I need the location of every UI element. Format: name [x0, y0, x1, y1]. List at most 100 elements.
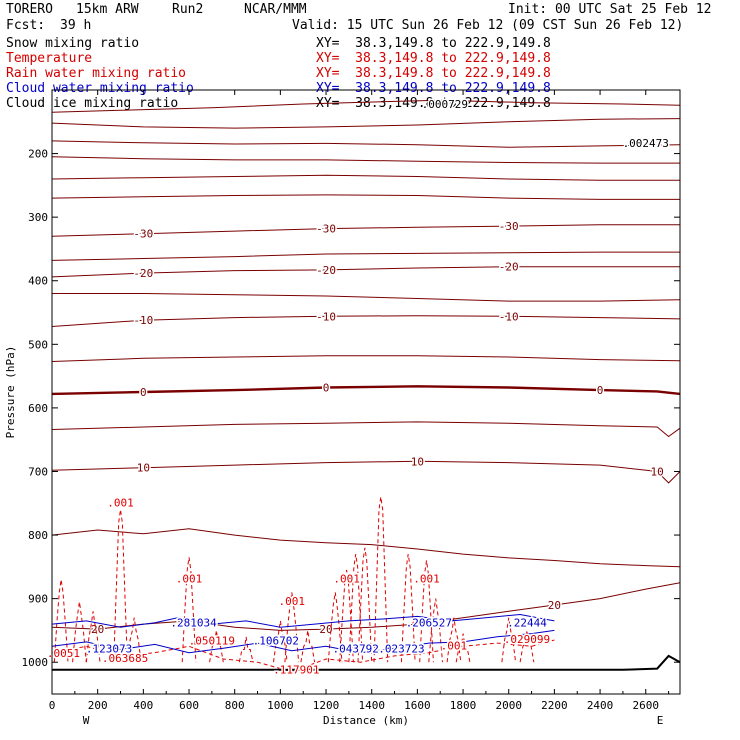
temperature-label-14-0: 10	[137, 462, 150, 475]
cloud-water-max-label-0: .281034	[170, 617, 217, 630]
rain-max-label-5: .001	[441, 639, 468, 652]
y-axis-label: Pressure (hPa)	[4, 346, 17, 439]
x-axis-label: Distance (km)	[323, 714, 409, 727]
temperature-contour-5	[51, 194, 680, 200]
rain-max-label-7: .063685	[102, 652, 148, 665]
ground-line	[52, 654, 681, 671]
y-tick-label-4: 600	[28, 402, 48, 415]
x-tick-label-5: 1000	[267, 699, 294, 712]
rain-max-label-8: .117901	[273, 664, 319, 677]
rain-contour-6	[209, 630, 224, 663]
rain-max-label-2: .001	[279, 595, 306, 608]
field-label-cloud-ice: Cloud ice mixing ratio	[6, 96, 179, 111]
rain-contour-14	[357, 547, 373, 663]
header-fcst-label: Fcst:	[6, 18, 46, 33]
x-tick-label-11: 2200	[541, 699, 568, 712]
temperature-label-10-0: -10	[133, 314, 153, 327]
field-label-snow: Snow mixing ratio	[6, 36, 140, 51]
cloud-water-max-label-7: .002473	[623, 137, 669, 150]
rain-max-label-4: .001	[413, 573, 440, 586]
temperature-contours: -30 -30 -30 -20 -20 -20 -10 -10 -10 0 0 0 10 10 10 20 20…	[51, 99, 681, 638]
field-label-temperature: Temperature	[6, 51, 93, 66]
x-tick-label-0: 0	[49, 699, 56, 712]
temperature-contour-4	[51, 174, 680, 181]
x-tick-label-9: 1800	[450, 699, 477, 712]
rain-contour-5	[181, 557, 197, 663]
header-fcst-value: 39 h	[60, 18, 92, 33]
temperature-label-6-1: -30	[316, 223, 336, 236]
cloud-water-contour-1	[51, 629, 555, 654]
rain-contour-22	[519, 630, 535, 663]
field-label-rain: Rain water mixing ratio	[6, 66, 187, 81]
rain-contour-20	[455, 633, 471, 663]
rain-contour-17	[419, 560, 434, 663]
x-tick-label-8: 1600	[404, 699, 431, 712]
x-tick-label-7: 1400	[358, 699, 385, 712]
rain-max-label-0: .001	[107, 496, 134, 509]
rain-contour-13	[348, 554, 364, 663]
rain-contour-7	[238, 636, 254, 663]
rain-max-label-10: .0051	[47, 647, 80, 660]
rain-contour-4	[126, 617, 142, 663]
temperature-label-10-2: -10	[499, 310, 519, 323]
cloud-water-max-label-8: .000729	[422, 98, 468, 111]
header-run: Run2	[172, 2, 204, 17]
rain-contour-19	[446, 617, 462, 663]
rain-contour-16	[400, 554, 416, 663]
y-tick-label-7: 900	[28, 593, 48, 606]
rain-max-label-9: .029099	[504, 633, 550, 646]
cloud-water-max-label-2: .106702	[253, 634, 299, 647]
temperature-contour-7	[51, 251, 680, 261]
header-center: NCAR/MMM	[244, 2, 307, 17]
field-xy-temperature: XY= 38.3,149.8 to 222.9,149.8	[316, 51, 551, 66]
temperature-contour-14	[51, 460, 681, 484]
cloud-water-contour-0	[51, 613, 555, 628]
y-tick-label-5: 700	[28, 465, 48, 478]
header-valid: Valid: 15 UTC Sun 26 Feb 12 (09 CST Sun …	[292, 18, 684, 33]
temperature-label-10-1: -10	[316, 310, 336, 323]
x-tick-label-1: 200	[88, 699, 108, 712]
temperature-contour-9	[52, 293, 681, 302]
rain-contour-2	[85, 611, 101, 663]
x-end-label-right: E	[657, 714, 664, 727]
temperature-contour-2	[51, 140, 681, 148]
rain-contour-21	[501, 617, 517, 663]
cloud-water-max-label-1: .123073	[86, 643, 132, 656]
cloud-water-max-label-6: .22444	[507, 617, 547, 630]
x-tick-label-2: 400	[133, 699, 153, 712]
header-init: Init: 00 UTC Sat 25 Feb 12	[508, 2, 712, 17]
rain-max-label-3: .001	[333, 573, 360, 586]
temperature-contour-13	[51, 421, 681, 438]
temperature-contour-12	[51, 385, 681, 396]
y-tick-label-2: 400	[28, 275, 48, 288]
x-tick-label-12: 2400	[587, 699, 614, 712]
field-xy-rain: XY= 38.3,149.8 to 222.9,149.8	[316, 66, 551, 81]
y-tick-label-1: 300	[28, 211, 48, 224]
header-resolution: 15km ARW	[76, 2, 139, 17]
rain-contour-12	[339, 569, 354, 663]
temperature-contour-15	[51, 528, 681, 568]
field-label-cloud-water: Cloud water mixing ratio	[6, 81, 194, 96]
temperature-contour-16	[51, 582, 681, 631]
temperature-label-14-2: 10	[651, 465, 664, 478]
contour-labels: .001.001.001.001.001.001.050119.063685.1…	[45, 96, 670, 678]
axes: 0 200 400 600 800 1000 1200 1400 1600 1800 2000 220…	[4, 90, 680, 727]
cloud-water-max-label-4: .023723	[378, 643, 424, 656]
cloud-water-max-label-5: .206527	[406, 617, 452, 630]
rain-contour-1	[72, 601, 87, 663]
cloud-water-contours	[51, 613, 555, 654]
y-tick-label-3: 500	[28, 338, 48, 351]
rain-contour-9	[284, 592, 300, 663]
temperature-contour-11	[51, 355, 681, 362]
x-tick-label-6: 1200	[313, 699, 340, 712]
temperature-label-16-2: 20	[548, 599, 561, 612]
rain-contour-18	[428, 598, 443, 663]
x-tick-label-13: 2600	[632, 699, 659, 712]
rain-contours	[51, 496, 555, 673]
field-xy-cloud-water: XY= 38.3,149.8 to 222.9,149.8	[316, 81, 551, 96]
temperature-label-12-1: 0	[323, 382, 330, 395]
rain-contour-10	[300, 630, 316, 663]
temperature-label-12-2: 0	[597, 384, 604, 397]
temperature-label-6-2: -30	[499, 220, 519, 233]
